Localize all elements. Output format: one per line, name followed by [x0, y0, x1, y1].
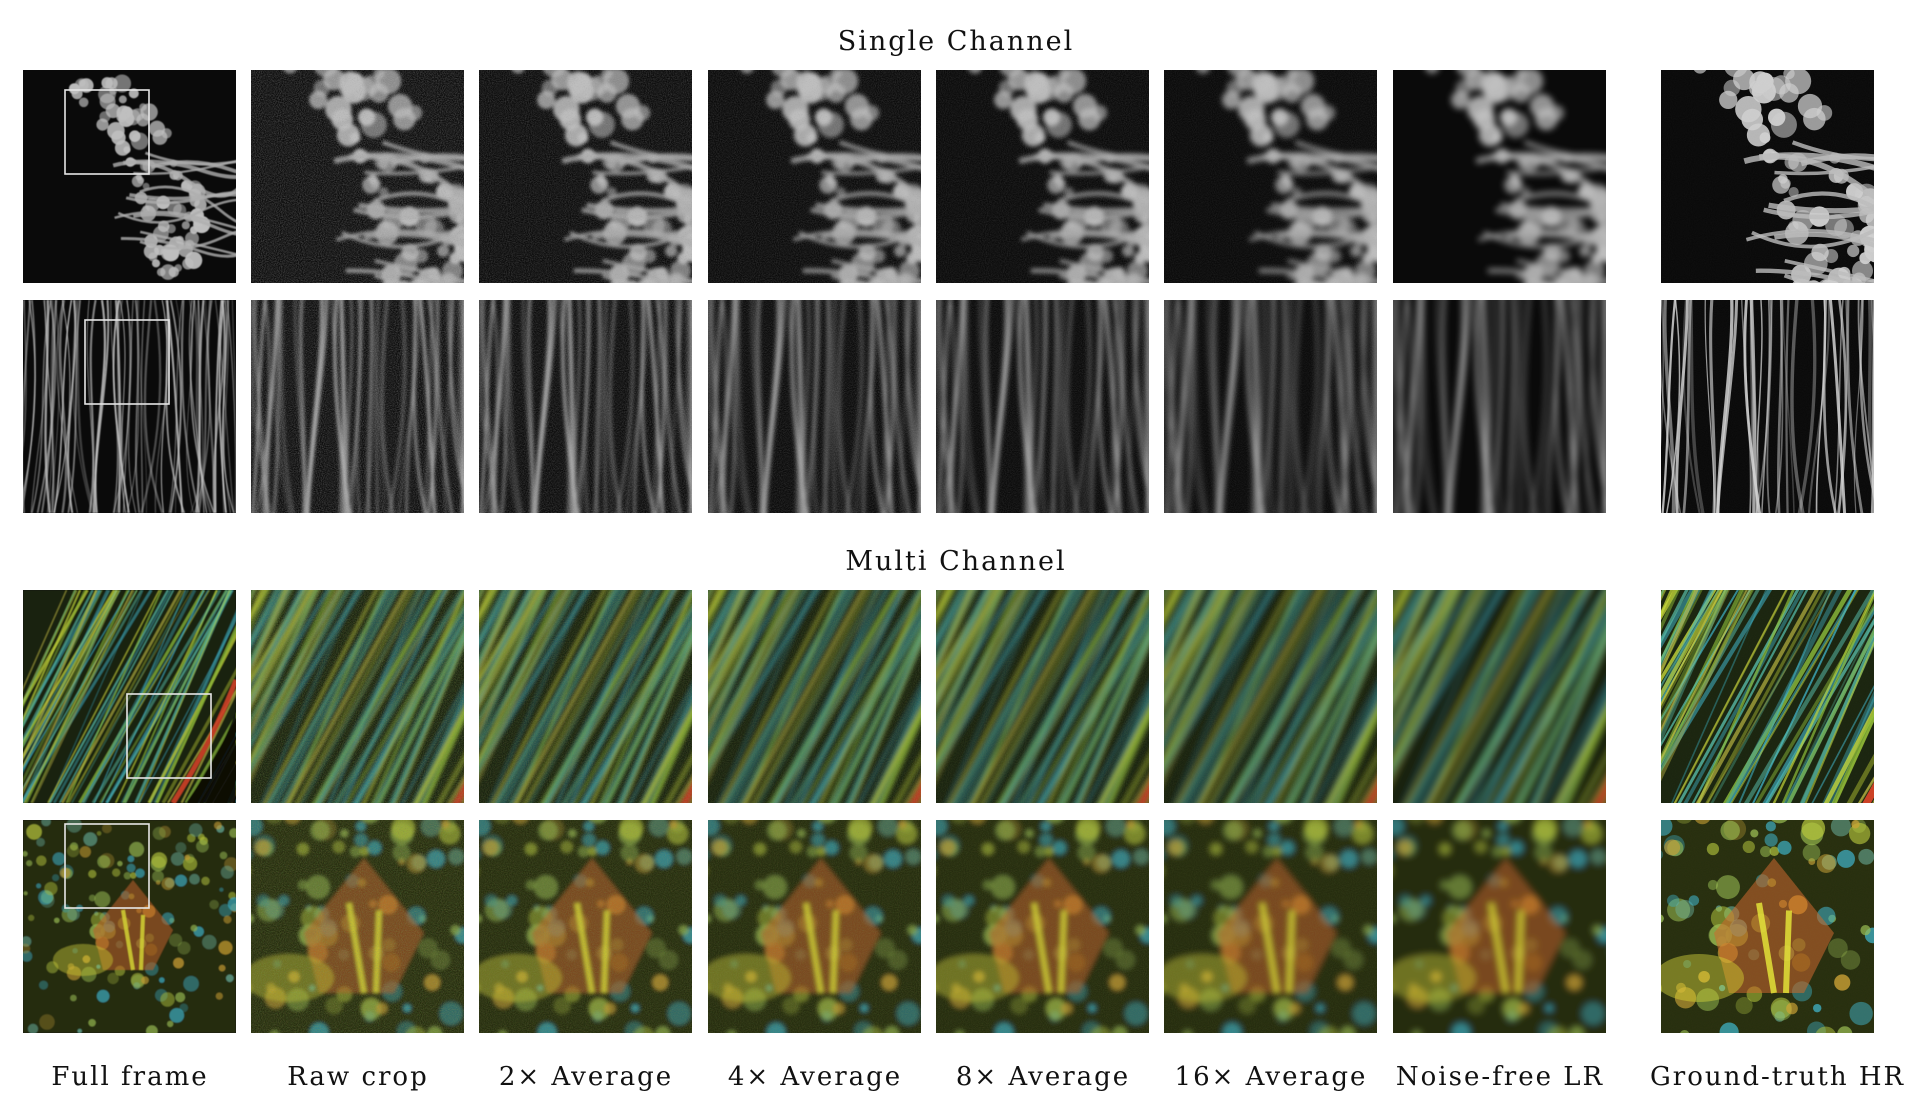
roi-box	[126, 693, 212, 779]
image-tile-row2-16-average	[1164, 300, 1377, 513]
image-tile-row4-raw-crop	[251, 820, 464, 1033]
image-tile-row1-4-average	[708, 70, 921, 283]
image-tile-row1-full-frame	[23, 70, 236, 283]
column-label-8: Ground-truth HR	[1650, 1062, 1906, 1092]
column-label-7: Noise-free LR	[1395, 1062, 1605, 1092]
image-tile-row3-2-average	[479, 590, 692, 803]
image-tile-row2-ground-truth-hr	[1661, 300, 1874, 513]
roi-box	[84, 319, 170, 405]
image-tile-row3-4-average	[708, 590, 921, 803]
image-tile-row2-2-average	[479, 300, 692, 513]
column-label-1: Full frame	[51, 1062, 209, 1092]
image-tile-row1-raw-crop	[251, 70, 464, 283]
image-tile-row4-2-average	[479, 820, 692, 1033]
single-channel-title: Single Channel	[837, 26, 1075, 57]
image-tile-row4-ground-truth-hr	[1661, 820, 1874, 1033]
image-tile-row4-8-average	[936, 820, 1149, 1033]
image-tile-row4-noise-free-lr	[1393, 820, 1606, 1033]
image-tile-row2-8-average	[936, 300, 1149, 513]
multi-channel-title: Multi Channel	[845, 546, 1067, 577]
image-tile-row4-16-average	[1164, 820, 1377, 1033]
image-tile-row2-noise-free-lr	[1393, 300, 1606, 513]
column-label-3: 2× Average	[498, 1062, 674, 1092]
image-tile-row2-full-frame	[23, 300, 236, 513]
image-tile-row4-4-average	[708, 820, 921, 1033]
column-label-4: 4× Average	[727, 1062, 903, 1092]
image-tile-row3-full-frame	[23, 590, 236, 803]
column-label-5: 8× Average	[955, 1062, 1131, 1092]
column-label-6: 16× Average	[1174, 1062, 1368, 1092]
image-tile-row1-2-average	[479, 70, 692, 283]
image-tile-row1-8-average	[936, 70, 1149, 283]
image-tile-row3-noise-free-lr	[1393, 590, 1606, 803]
image-tile-row3-ground-truth-hr	[1661, 590, 1874, 803]
image-tile-row1-16-average	[1164, 70, 1377, 283]
roi-box	[64, 823, 150, 909]
image-tile-row2-raw-crop	[251, 300, 464, 513]
image-tile-row2-4-average	[708, 300, 921, 513]
roi-box	[64, 89, 150, 175]
image-tile-row1-noise-free-lr	[1393, 70, 1606, 283]
image-tile-row3-16-average	[1164, 590, 1377, 803]
image-tile-row3-raw-crop	[251, 590, 464, 803]
image-tile-row3-8-average	[936, 590, 1149, 803]
image-tile-row1-ground-truth-hr	[1661, 70, 1874, 283]
image-tile-row4-full-frame	[23, 820, 236, 1033]
column-label-2: Raw crop	[287, 1062, 429, 1092]
